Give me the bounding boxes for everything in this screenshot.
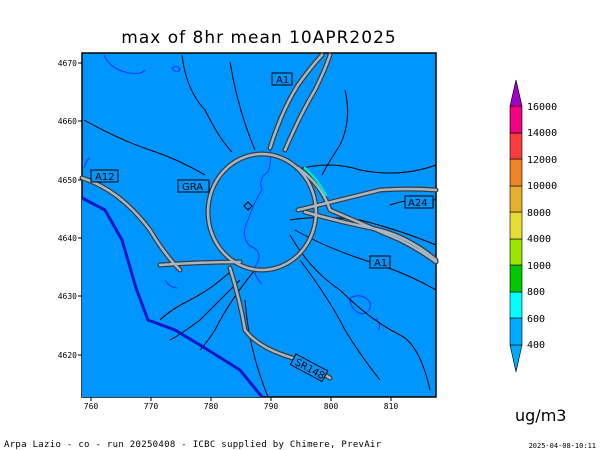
y-tick-label: 4640: [58, 234, 77, 243]
colorbar-segment: [509, 317, 523, 346]
run-timestamp: 2025-04-08-10:11: [528, 442, 596, 450]
colorbar-segment: [509, 211, 523, 240]
x-tick-label: 780: [204, 402, 219, 411]
map-title: max of 8hr mean 10APR2025: [121, 28, 397, 48]
y-tick-label: 4660: [58, 117, 77, 126]
road-label-a12: A12: [95, 172, 115, 183]
road-label-a1-north: A1: [276, 75, 289, 86]
colorbar-label: 16000: [527, 102, 557, 113]
colorbar-label: 600: [527, 314, 545, 325]
colorbar-segment: [509, 105, 523, 134]
x-tick-label: 800: [324, 402, 339, 411]
colorbar-segment: [509, 185, 523, 213]
colorbar-labels: 16000 14000 12000 10000 8000 4000 1000 8…: [527, 102, 557, 351]
x-tick-label: 790: [264, 402, 279, 411]
x-axis: 760 770 780 790 800 810: [84, 397, 399, 411]
x-tick-label: 760: [84, 402, 99, 411]
colorbar-segment: [509, 132, 523, 160]
y-tick-label: 4630: [58, 292, 77, 301]
colorbar-label: 10000: [527, 181, 557, 192]
coastline: [81, 196, 264, 398]
colorbar-arrow-bottom: [509, 344, 523, 373]
road-label-a24: A24: [408, 198, 428, 209]
colorbar-label: 4000: [527, 234, 551, 245]
colorbar-label: 8000: [527, 208, 551, 219]
y-tick-label: 4670: [58, 59, 77, 68]
road-label-gra: GRA: [182, 182, 203, 193]
colorbar-label: 400: [527, 340, 545, 351]
colorbar-label: 1000: [527, 261, 551, 272]
footer-credit: Arpa Lazio - co - run 20250408 - ICBC su…: [4, 440, 382, 450]
road-network: [79, 52, 439, 381]
y-tick-label: 4650: [58, 176, 77, 185]
road-label-a1-east: A1: [374, 258, 387, 269]
colorbar-arrow-top: [509, 79, 523, 107]
colorbar: [509, 79, 523, 373]
colorbar-segment: [509, 158, 523, 187]
colorbar-segment: [509, 264, 523, 293]
city-marker: [243, 201, 253, 211]
boundaries: [83, 54, 437, 398]
colorbar-segment: [509, 238, 523, 266]
sea-area: [82, 198, 262, 397]
colorbar-label: 800: [527, 287, 545, 298]
colorbar-segment: [509, 291, 523, 319]
rivers: [83, 54, 381, 331]
y-tick-label: 4620: [58, 351, 77, 360]
x-tick-label: 770: [144, 402, 159, 411]
x-tick-label: 810: [384, 402, 399, 411]
colorbar-label: 14000: [527, 128, 557, 139]
y-axis: 4670 4660 4650 4640 4630 4620: [58, 59, 82, 360]
colorbar-label: 12000: [527, 155, 557, 166]
unit-label: ug/m3: [515, 406, 567, 425]
